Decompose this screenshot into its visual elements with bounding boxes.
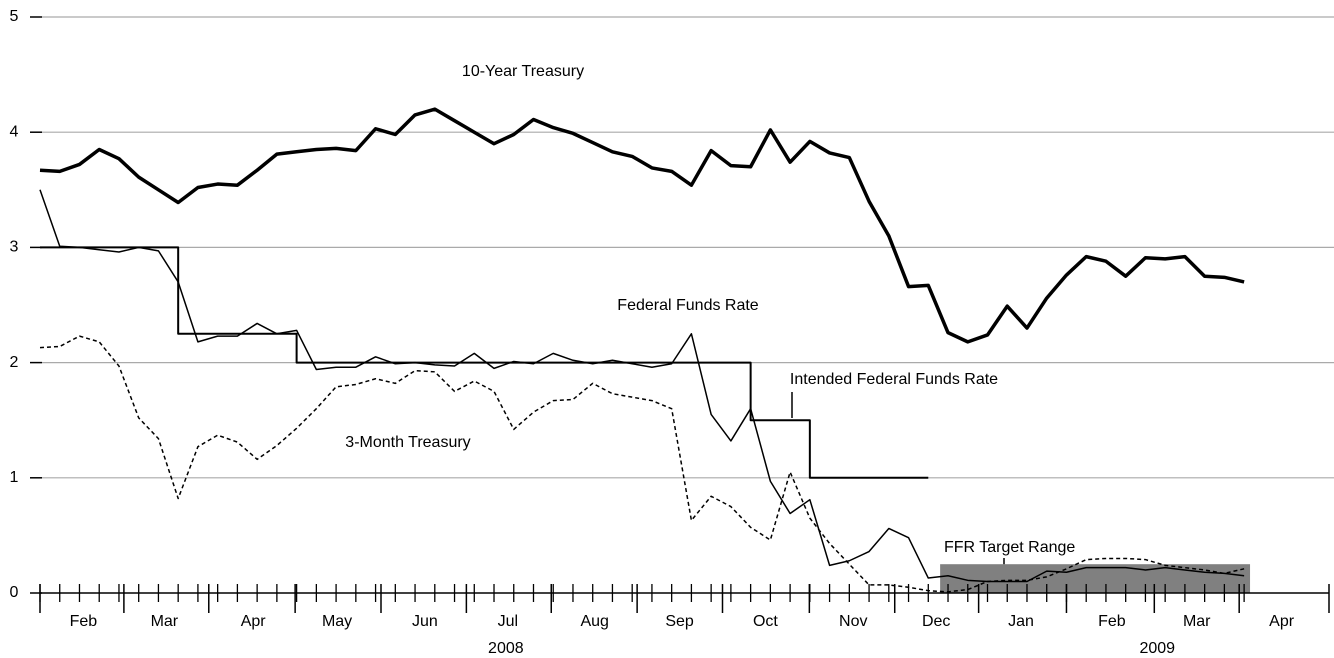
y-tick-label: 0 [10,584,19,601]
x-tick-label: Jul [498,613,518,630]
target-range [940,564,1251,593]
x-tick-label: Feb [1098,613,1126,630]
target-range-label: FFR Target Range [944,539,1075,556]
x-tick-label: Nov [839,613,867,630]
x-tick-label: Apr [1269,613,1295,630]
x-tick-label: Apr [241,613,267,630]
series-label: Intended Federal Funds Rate [790,371,998,388]
x-tick-label: Jun [412,613,438,630]
x-tick-label: Feb [70,613,98,630]
series-line [40,246,929,479]
y-tick-label: 3 [10,239,19,256]
x-tick-label: May [322,613,352,630]
x-tick-label: Aug [580,613,608,630]
x-tick-label: Jan [1008,613,1034,630]
x-tick-label: Mar [1183,613,1211,630]
series-line [39,189,1245,583]
series-label: 10-Year Treasury [462,63,584,80]
series-label: Federal Funds Rate [617,297,759,314]
year-label: 2008 [488,640,524,657]
x-tick-label: Oct [753,613,778,630]
y-tick-label: 5 [10,8,19,25]
x-tick-label: Dec [922,613,950,630]
y-tick-label: 4 [10,123,19,140]
year-label: 2009 [1139,640,1175,657]
x-tick-label: Mar [151,613,179,630]
series-label: 3-Month Treasury [345,434,470,451]
y-tick-label: 1 [10,469,19,486]
y-tick-label: 2 [10,354,19,371]
x-tick-label: Sep [665,613,694,630]
series-line [39,335,1245,593]
series-line [39,107,1245,344]
